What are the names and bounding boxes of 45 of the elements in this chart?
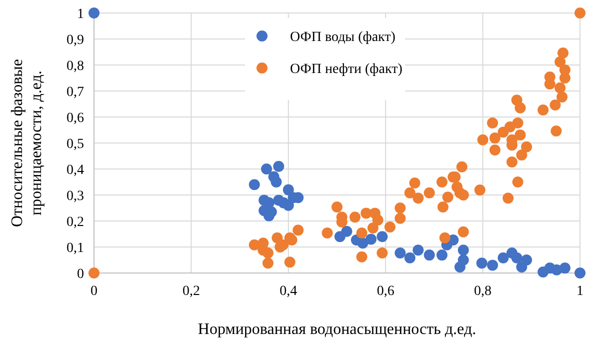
- point: [511, 252, 522, 264]
- y-tick-label: 0,7: [66, 85, 84, 100]
- point: [248, 179, 260, 190]
- point: [376, 231, 388, 242]
- y-tick-label: 0,4: [66, 163, 84, 178]
- x-tick-label: 0: [90, 284, 98, 299]
- y-tick-label: 0,9: [66, 33, 84, 48]
- x-tick-label: 0,2: [182, 284, 200, 299]
- y-axis-title: Относительные фазовые проницаемости, д.ед.: [9, 58, 45, 228]
- point: [424, 250, 435, 261]
- point: [476, 258, 488, 269]
- x-tick-label: 0,8: [474, 284, 492, 299]
- point: [261, 164, 272, 174]
- point: [498, 252, 509, 264]
- point: [394, 247, 406, 258]
- point: [487, 260, 498, 271]
- point: [412, 244, 424, 256]
- point: [458, 244, 469, 256]
- point: [404, 252, 416, 264]
- point: [436, 250, 448, 261]
- point: [574, 268, 586, 278]
- x-axis-title: Нормированная водонасыщенность д.ед.: [198, 321, 476, 338]
- x-tick-label: 0,6: [376, 284, 394, 299]
- y-tick-label: 0,2: [66, 215, 84, 230]
- point: [366, 234, 377, 245]
- point: [516, 262, 528, 273]
- y-tick-label: 0,6: [66, 111, 84, 126]
- point: [341, 226, 352, 237]
- point: [454, 262, 466, 273]
- point: [282, 184, 294, 196]
- point: [559, 262, 570, 274]
- y-tick-label: 1: [77, 7, 84, 22]
- x-tick-label: 1: [576, 284, 584, 299]
- y-tick-label: 0,3: [66, 189, 84, 204]
- y-tick-label: 0,5: [66, 137, 84, 152]
- y-tick-label: 0,1: [66, 241, 84, 256]
- point: [273, 160, 284, 172]
- x-tick-label: 0,4: [280, 284, 298, 299]
- legend-label: ОФП нефти (факт): [290, 62, 403, 77]
- y-tick-label: 0: [77, 267, 84, 282]
- point: [270, 176, 282, 188]
- y-tick-label: 0,8: [66, 59, 84, 74]
- point: [88, 8, 100, 18]
- point: [282, 200, 294, 211]
- legend-label: ОФП воды (факт): [290, 30, 396, 45]
